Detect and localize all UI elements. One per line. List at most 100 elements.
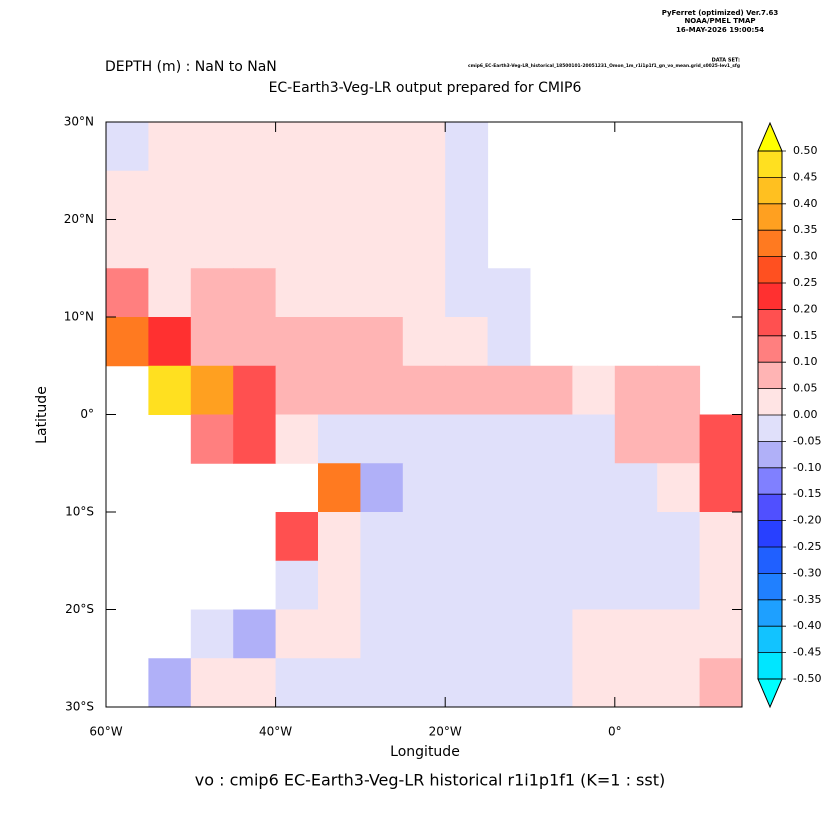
map-cell: [233, 170, 277, 220]
map-cell: [530, 414, 573, 464]
colorbar-swatch: [758, 467, 782, 495]
colorbar-label: 0.00: [793, 408, 818, 421]
header-line: PyFerret (optimized) Ver.7.63: [662, 9, 779, 17]
colorbar-swatch: [758, 547, 782, 574]
colorbar-label: 0.50: [793, 144, 818, 157]
colorbar-over: [757, 121, 783, 152]
map-cell: [318, 414, 361, 464]
y-tick-label: 20°N: [64, 212, 94, 226]
map-cell: [275, 609, 319, 659]
map-cell: [657, 658, 701, 708]
colorbar-swatch: [758, 283, 782, 310]
map-cell: [360, 512, 404, 562]
map-cell: [445, 658, 489, 708]
map-cell: [657, 512, 701, 562]
colorbar-swatch: [758, 494, 782, 521]
map-cell: [148, 170, 192, 220]
map-cell: [445, 317, 489, 367]
map-cell: [360, 365, 404, 415]
map-cell: [402, 463, 446, 513]
map-cell: [275, 414, 319, 464]
x-tick-label: 40°W: [259, 725, 292, 739]
map-cell: [190, 122, 234, 172]
map-cell: [572, 658, 616, 708]
colorbar-label: 0.40: [793, 197, 818, 210]
x-tick-label: 60°W: [89, 725, 122, 739]
map-cell: [360, 463, 404, 513]
map-cell: [275, 560, 319, 610]
map-cell: [190, 268, 234, 318]
map-cell: [106, 317, 149, 367]
map-cell: [190, 414, 234, 464]
axes: 60°W 40°W 20°W 0° 30°N 20°N 10°N 0° 10°S 20°S 30°S…: [64, 115, 822, 739]
map-cell: [275, 365, 319, 415]
colorbar-swatch: [758, 626, 782, 653]
map-cell: [148, 268, 192, 318]
map-cell: [572, 365, 616, 415]
map-cell: [233, 317, 277, 367]
map-cell: [445, 512, 489, 562]
map-cell: [445, 365, 489, 415]
dataset-label: DATA SET:: [712, 58, 740, 64]
map-cell: [614, 365, 658, 415]
map-cell: [106, 219, 149, 269]
map-cell: [572, 512, 616, 562]
colorbar-swatch: [758, 652, 782, 680]
map-cell: [445, 609, 489, 659]
map-cell: [360, 170, 404, 220]
chart-title: EC-Earth3-Veg-LR output prepared for CMI…: [269, 80, 582, 96]
map-cell: [275, 317, 319, 367]
colorbar-label: -0.45: [793, 646, 821, 659]
colorbar-label: -0.35: [793, 593, 821, 606]
map-cell: [699, 414, 743, 464]
map-cell: [402, 609, 446, 659]
map-cell: [148, 658, 192, 708]
map-cell: [318, 268, 361, 318]
y-tick-label: 30°S: [65, 700, 94, 714]
map-cell: [614, 609, 658, 659]
map-cell: [402, 122, 446, 172]
map-cell: [318, 609, 361, 659]
map-cell: [657, 463, 701, 513]
map-cell: [190, 170, 234, 220]
map-cell: [614, 414, 658, 464]
colorbar-label: 0.35: [793, 223, 818, 236]
colorbar-label: 0.15: [793, 329, 818, 342]
map-cell: [233, 122, 277, 172]
map-cell: [106, 170, 149, 220]
map-cell: [699, 609, 743, 659]
x-tick-label: 20°W: [429, 725, 462, 739]
map-cell: [275, 170, 319, 220]
map-cell: [445, 463, 489, 513]
map-cell: [487, 658, 531, 708]
map-cell: [402, 170, 446, 220]
map-cell: [148, 219, 192, 269]
map-cell: [445, 170, 489, 220]
map-cell: [572, 463, 616, 513]
map-cell: [318, 219, 361, 269]
colorbar-label: -0.50: [793, 672, 821, 685]
colorbar-label: 0.45: [793, 170, 818, 183]
map-cell: [318, 365, 361, 415]
map-cell: [233, 414, 277, 464]
header-line: 16-MAY-2026 19:00:54: [676, 26, 764, 34]
map-cell: [318, 317, 361, 367]
map-cell: [402, 658, 446, 708]
colorbar-swatch: [758, 362, 782, 389]
map-cell: [614, 658, 658, 708]
colorbar-swatch: [758, 256, 782, 284]
map-cell: [487, 512, 531, 562]
map-cells: [106, 122, 743, 708]
y-tick-label: 30°N: [64, 115, 94, 129]
map-cell: [445, 268, 489, 318]
colorbar-label: 0.30: [793, 250, 818, 263]
map-cell: [530, 463, 573, 513]
colorbar-swatch: [758, 230, 782, 257]
map-cell: [530, 658, 573, 708]
map-cell: [360, 122, 404, 172]
map-cell: [190, 317, 234, 367]
y-tick-label: 0°: [80, 407, 94, 421]
colorbar-label: -0.15: [793, 487, 821, 500]
colorbar-label: -0.20: [793, 514, 821, 527]
map-cell: [148, 122, 192, 172]
